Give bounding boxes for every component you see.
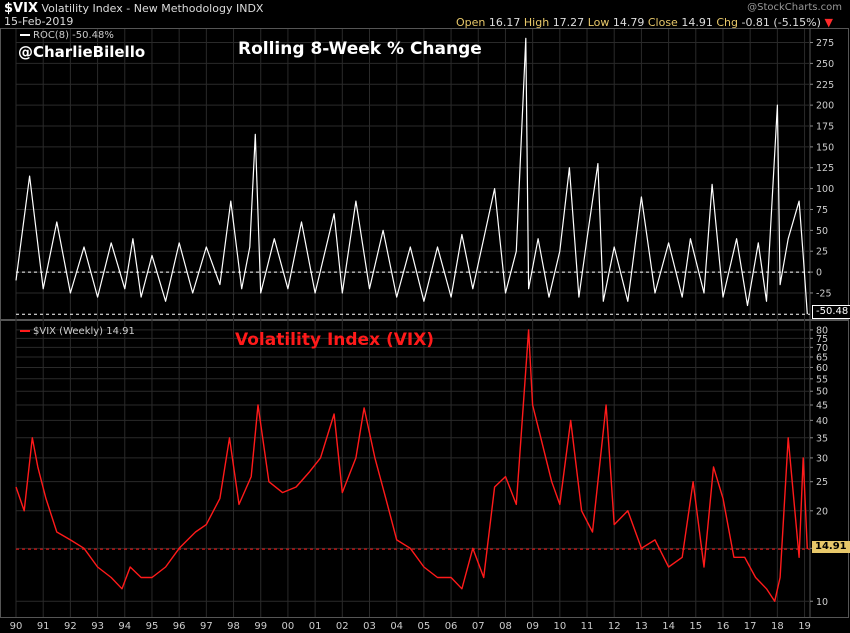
vix-tick-label: 70 [816, 343, 828, 354]
vix-tick-label: 75 [816, 334, 828, 345]
vix-legend-text: $VIX (Weekly) 14.91 [33, 326, 135, 337]
ohlc-readout: Open 16.17 High 17.27 Low 14.79 Close 14… [456, 16, 833, 29]
vix-tick-label: 60 [816, 363, 828, 374]
x-tick-label: 02 [336, 621, 349, 632]
axis-layer: 90 91 92 93 94 95 96 97 98 99 00 01 02 03 04 05 06 07 08 09… [10, 38, 835, 632]
down-arrow-icon: ▼ [824, 16, 833, 29]
roc-tick-label: 125 [816, 163, 834, 174]
x-tick-label: 90 [10, 621, 23, 632]
date-label: 15-Feb-2019 [4, 15, 74, 28]
close-value: 14.91 [681, 16, 713, 29]
x-tick-label: 00 [282, 621, 295, 632]
vix-tick-label: 45 [816, 400, 828, 411]
x-tick-label: 06 [445, 621, 458, 632]
x-tick-label: 03 [363, 621, 376, 632]
roc-series-line [15, 37, 808, 315]
close-label: Close [647, 16, 678, 29]
roc-panel [15, 37, 810, 315]
x-tick-label: 11 [581, 621, 594, 632]
vix-title: Volatility Index (VIX) [235, 330, 435, 350]
vix-tick-label: 10 [816, 597, 828, 608]
x-tick-label: 16 [717, 621, 730, 632]
x-tick-label: 18 [771, 621, 784, 632]
roc-tick-label: 50 [816, 226, 828, 237]
open-value: 16.17 [488, 16, 521, 29]
x-tick-label: 07 [472, 621, 485, 632]
x-tick-label: 94 [118, 621, 131, 632]
roc-tick-label: 150 [816, 142, 834, 153]
roc-panel-frame [0, 28, 849, 320]
x-tick-label: 05 [418, 621, 431, 632]
roc-tick-label: 0 [816, 268, 822, 279]
x-tick-label: 04 [390, 621, 403, 632]
vix-tick-label: 20 [816, 506, 828, 517]
exchange-label: INDX [235, 2, 264, 15]
vix-tick-label: 30 [816, 453, 828, 464]
instrument-name: Volatility Index - New Methodology [41, 2, 233, 15]
x-tick-label: 19 [798, 621, 811, 632]
x-tick-label: 96 [173, 621, 186, 632]
vix-tick-label: 40 [816, 416, 828, 427]
low-value: 14.79 [612, 16, 645, 29]
open-label: Open [456, 16, 486, 29]
low-label: Low [587, 16, 610, 29]
grid-layer [0, 28, 849, 618]
x-tick-label: 15 [689, 621, 702, 632]
watermark: @StockCharts.com [747, 2, 842, 13]
vix-series-line [15, 329, 808, 602]
symbol-label: $VIX [4, 1, 38, 16]
roc-tick-label: 250 [816, 59, 834, 70]
chg-value: -0.81 (-5.15%) [741, 16, 821, 29]
x-tick-label: 95 [146, 621, 159, 632]
x-tick-label: 13 [635, 621, 648, 632]
high-value: 17.27 [552, 16, 585, 29]
high-label: High [523, 16, 550, 29]
roc-title: Rolling 8-Week % Change [238, 39, 482, 59]
x-tick-label: 01 [309, 621, 322, 632]
roc-tick-label: 275 [816, 38, 834, 49]
x-tick-label: 08 [499, 621, 512, 632]
vix-tick-label: 50 [816, 387, 828, 398]
roc-tick-label: 75 [816, 205, 828, 216]
roc-swatch [20, 34, 30, 36]
vix-last-value: 14.91 [812, 541, 850, 553]
vix-panel [15, 329, 810, 602]
x-tick-label: 14 [662, 621, 675, 632]
vix-tick-label: 65 [816, 353, 828, 364]
author-handle: @CharlieBilello [18, 43, 146, 61]
roc-tick-label: 225 [816, 80, 834, 91]
chg-label: Chg [716, 16, 738, 29]
x-tick-label: 10 [553, 621, 566, 632]
x-tick-label: 98 [227, 621, 240, 632]
roc-tick-label: 100 [816, 184, 834, 195]
x-tick-label: 93 [91, 621, 104, 632]
x-tick-label: 12 [608, 621, 621, 632]
roc-tick-label: -25 [816, 288, 832, 299]
vix-legend: $VIX (Weekly) 14.91 [20, 326, 135, 337]
roc-tick-label: 200 [816, 101, 834, 112]
vix-tick-label: 35 [816, 433, 828, 444]
x-tick-label: 91 [37, 621, 50, 632]
x-tick-label: 99 [254, 621, 267, 632]
vix-tick-label: 25 [816, 477, 828, 488]
roc-legend: ROC(8) -50.48% [20, 30, 114, 41]
roc-legend-text: ROC(8) -50.48% [33, 30, 114, 41]
roc-tick-label: 25 [816, 247, 828, 258]
x-tick-label: 09 [526, 621, 539, 632]
vix-swatch [20, 330, 30, 332]
x-tick-label: 17 [744, 621, 757, 632]
x-tick-label: 92 [64, 621, 77, 632]
vix-panel-frame [0, 320, 849, 618]
vix-tick-label: 80 [816, 325, 828, 336]
x-tick-label: 97 [200, 621, 213, 632]
roc-tick-label: 175 [816, 122, 834, 133]
vix-tick-label: 55 [816, 374, 828, 385]
roc-last-value: -50.48 [812, 305, 850, 319]
chart-header: $VIX Volatility Index - New Methodology … [4, 1, 263, 16]
